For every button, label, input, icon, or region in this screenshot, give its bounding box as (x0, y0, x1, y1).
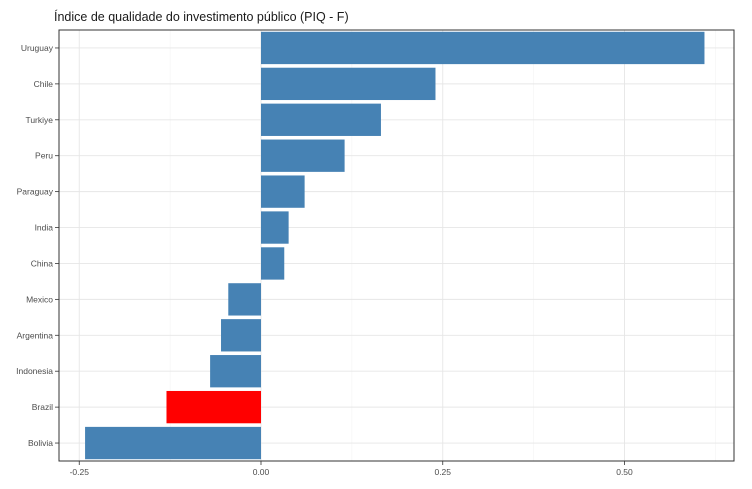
y-tick-label: Brazil (32, 402, 53, 412)
chart-title: Índice de qualidade do investimento públ… (54, 10, 349, 24)
bar-uruguay (261, 31, 705, 65)
bar-brazil (166, 390, 261, 424)
y-tick-label: Bolivia (28, 438, 53, 448)
x-tick-label: 0.25 (434, 467, 451, 477)
y-tick-label: Paraguay (17, 187, 54, 197)
bars (85, 31, 705, 460)
bar-china (261, 247, 285, 280)
y-tick-label: Turkiye (25, 115, 53, 125)
bar-paraguay (261, 175, 305, 208)
y-axis: Uruguay Chile Turkiye Peru Paraguay India Chin… (16, 43, 59, 448)
y-tick-label: Indonesia (16, 366, 53, 376)
bar-argentina (221, 319, 261, 352)
bar-turkiye (261, 103, 381, 136)
bar-indonesia (210, 355, 261, 388)
y-tick-label: India (35, 223, 54, 233)
y-tick-label: Chile (34, 79, 54, 89)
bar-chile (261, 67, 436, 101)
y-tick-label: Peru (35, 151, 53, 161)
x-tick-label: -0.25 (70, 467, 90, 477)
y-tick-label: China (31, 258, 53, 268)
bar-bolivia (85, 426, 261, 460)
y-tick-label: Mexico (26, 294, 53, 304)
x-axis: -0.25 0.00 0.25 0.50 (70, 461, 633, 477)
x-tick-label: 0.50 (616, 467, 633, 477)
bar-india (261, 211, 289, 244)
x-tick-label: 0.00 (253, 467, 270, 477)
y-tick-label: Argentina (17, 330, 54, 340)
bar-mexico (228, 283, 261, 316)
bar-peru (261, 139, 345, 172)
panel-border (58, 29, 735, 462)
y-tick-label: Uruguay (21, 43, 54, 53)
